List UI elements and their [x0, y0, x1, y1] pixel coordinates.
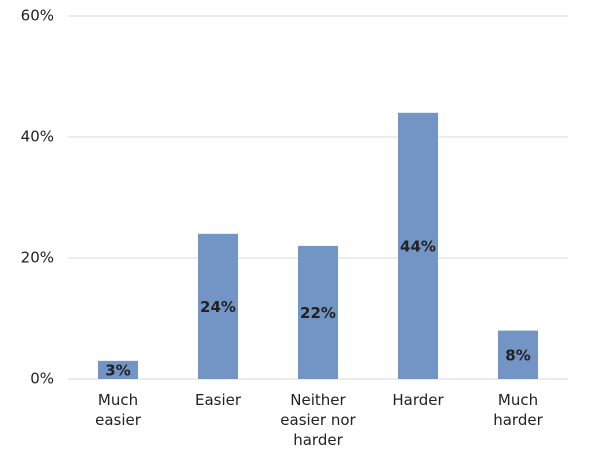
x-tick-label: Neither easier nor harder [280, 391, 356, 449]
data-label: 8% [505, 346, 530, 364]
data-label: 3% [105, 361, 130, 379]
x-tick-label: Much harder [493, 391, 543, 429]
data-label: 22% [300, 304, 336, 322]
x-tick-label: Easier [194, 391, 242, 409]
bar [398, 112, 438, 380]
x-tick-label: Much easier [95, 391, 141, 429]
bar [298, 245, 338, 379]
bar [498, 330, 538, 379]
data-label: 24% [200, 298, 236, 316]
y-tick-label: 60% [21, 7, 54, 25]
data-label: 44% [400, 237, 436, 255]
y-tick-label: 40% [21, 128, 54, 146]
y-tick-label: 0% [30, 370, 54, 388]
y-tick-label: 20% [21, 249, 54, 267]
bar [198, 233, 238, 379]
x-tick-label: Harder [392, 391, 444, 409]
bar [98, 360, 138, 379]
